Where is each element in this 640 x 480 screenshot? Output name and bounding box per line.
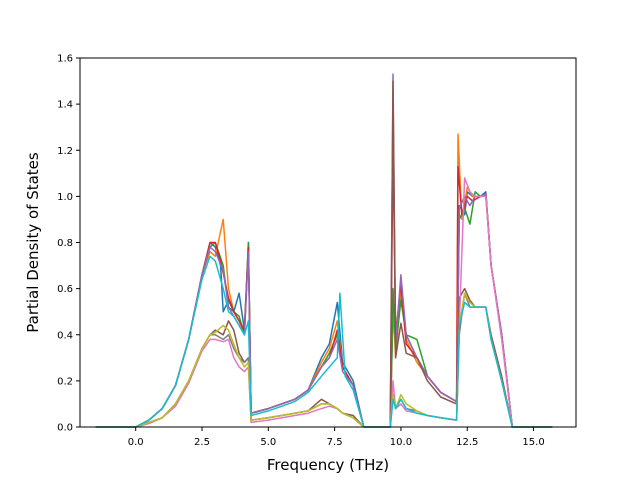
y-tick-label: 0.6 [57, 284, 73, 295]
y-tick-label: 1.0 [57, 192, 73, 203]
x-tick-label: 10.0 [390, 437, 412, 448]
y-tick-label: 1.6 [57, 54, 73, 65]
x-tick-label: 12.5 [456, 437, 478, 448]
y-tick-label: 0.2 [57, 376, 73, 387]
y-tick-label: 1.2 [57, 146, 73, 157]
x-tick-label: 0.0 [128, 437, 144, 448]
x-tick-label: 2.5 [194, 437, 210, 448]
y-tick-label: 0.8 [57, 238, 73, 249]
y-tick-label: 0.4 [57, 330, 73, 341]
y-tick-label: 1.4 [57, 100, 73, 111]
x-tick-label: 15.0 [522, 437, 544, 448]
series-line-5 [95, 73, 553, 428]
series-line-9 [95, 292, 553, 428]
y-axis-ticks: 0.0 0.2 0.4 0.6 0.8 1.0 1.2 1.4 1.6 [57, 54, 80, 434]
x-tick-label: 7.5 [327, 437, 343, 448]
x-axis-title: Frequency (THz) [267, 456, 389, 474]
x-axis-ticks: 0.0 2.5 5.0 7.5 10.0 12.5 15.0 [128, 427, 545, 448]
y-axis-title: Partial Density of States [24, 152, 42, 333]
series-line-10 [95, 255, 553, 428]
series-layer [95, 73, 553, 428]
y-tick-label: 0.0 [57, 423, 73, 434]
x-tick-label: 5.0 [260, 437, 276, 448]
